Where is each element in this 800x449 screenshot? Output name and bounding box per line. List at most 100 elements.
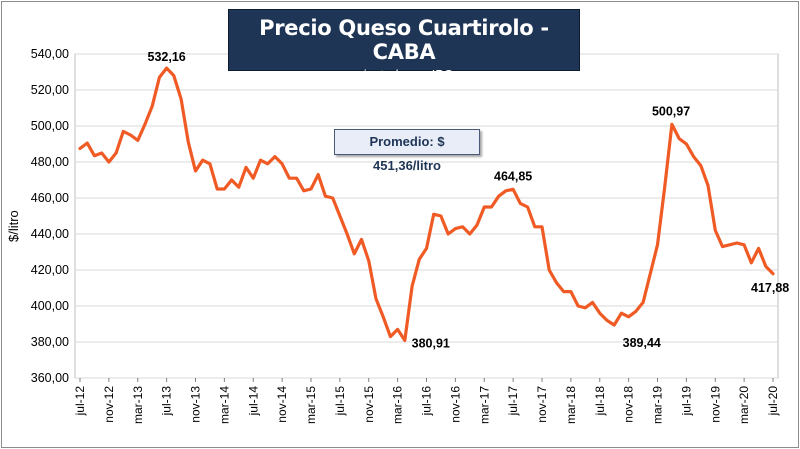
y-tick-label: 540,00 (31, 47, 69, 61)
data-point (136, 139, 139, 142)
data-point (454, 227, 457, 230)
data-point (446, 232, 450, 236)
data-point (504, 189, 508, 192)
data-point (273, 155, 277, 158)
y-tick-label: 480,00 (31, 155, 69, 169)
data-point (742, 243, 746, 246)
data-point (215, 187, 219, 191)
data-point (569, 290, 573, 293)
data-point (418, 258, 421, 261)
average-callout: Promedio: $ 451,36/litro (334, 129, 480, 173)
x-tick-label: jul-13 (160, 386, 174, 417)
data-point (627, 315, 630, 318)
data-label: 417,88 (751, 281, 789, 295)
y-tick-label: 520,00 (31, 83, 69, 97)
data-point (403, 339, 407, 342)
x-tick-label: nov-16 (448, 386, 462, 423)
data-point (475, 223, 479, 227)
data-point (461, 225, 464, 228)
data-point (187, 141, 190, 144)
data-point (425, 247, 428, 250)
data-point (86, 141, 89, 145)
data-point (764, 265, 767, 268)
data-label: 380,91 (412, 336, 450, 350)
data-point (612, 323, 616, 327)
data-point (122, 130, 125, 133)
data-point (317, 173, 320, 176)
x-tick-label: nov-19 (708, 386, 722, 423)
y-tick-label: 460,00 (31, 191, 69, 205)
data-point (114, 151, 118, 155)
data-point (288, 177, 291, 180)
x-tick-label: jul-15 (333, 386, 347, 417)
y-tick-label: 420,00 (31, 263, 69, 277)
data-point (714, 229, 717, 232)
data-point (410, 285, 414, 288)
data-point (302, 189, 305, 192)
y-tick-label: 500,00 (31, 119, 69, 133)
data-point (143, 123, 147, 126)
data-point (172, 74, 176, 77)
data-point (345, 232, 349, 236)
data-point (677, 137, 681, 140)
data-point (483, 205, 486, 209)
y-axis-label: $/litro (6, 210, 21, 242)
data-point (360, 238, 363, 241)
data-point (750, 261, 753, 264)
data-point (230, 178, 233, 182)
data-point (721, 245, 724, 248)
data-point (381, 315, 385, 318)
data-point (757, 247, 760, 250)
data-point (540, 225, 544, 228)
y-tick-label: 400,00 (31, 299, 69, 313)
data-point (576, 304, 580, 308)
x-tick-label: nov-14 (275, 386, 289, 423)
data-point (165, 66, 168, 70)
data-point (533, 225, 536, 228)
data-point (511, 188, 515, 191)
x-tick-label: nov-12 (102, 386, 116, 423)
data-point (129, 133, 132, 137)
data-point (223, 187, 226, 191)
data-point (338, 214, 342, 218)
data-point (280, 162, 284, 165)
data-point (656, 243, 659, 246)
data-point (598, 312, 601, 315)
x-tick-label: jul-14 (246, 386, 260, 417)
data-point (367, 259, 370, 263)
x-tick-label: jul-17 (506, 386, 520, 417)
data-point (252, 177, 255, 180)
x-tick-label: nov-17 (535, 386, 549, 423)
data-point (699, 164, 703, 167)
x-tick-label: mar-13 (131, 386, 145, 424)
data-point (244, 166, 248, 169)
x-tick-label: mar-16 (391, 386, 405, 424)
data-point (93, 154, 96, 157)
data-point (591, 301, 594, 304)
data-point (158, 76, 161, 79)
data-point (685, 142, 688, 146)
data-point (771, 272, 775, 276)
data-label: 532,16 (148, 50, 186, 64)
x-tick-label: jul-19 (679, 386, 693, 417)
y-tick-label: 440,00 (31, 227, 69, 241)
data-point (692, 155, 695, 158)
x-tick-label: jul-18 (593, 386, 607, 417)
x-tick-label: mar-18 (564, 386, 578, 424)
data-label: 389,44 (623, 336, 661, 350)
data-label: 464,85 (494, 169, 532, 183)
x-tick-label: mar-17 (477, 386, 491, 424)
data-point (309, 187, 313, 191)
data-point (526, 205, 529, 209)
x-tick-label: nov-18 (622, 386, 636, 423)
data-point (641, 301, 645, 304)
data-point (201, 159, 204, 162)
x-tick-label: jul-16 (420, 386, 434, 417)
data-point (663, 186, 666, 189)
x-tick-label: jul-20 (766, 386, 780, 417)
data-point (519, 202, 522, 205)
data-point (497, 195, 500, 198)
data-point (237, 186, 241, 189)
x-tick-label: jul-12 (73, 386, 87, 417)
